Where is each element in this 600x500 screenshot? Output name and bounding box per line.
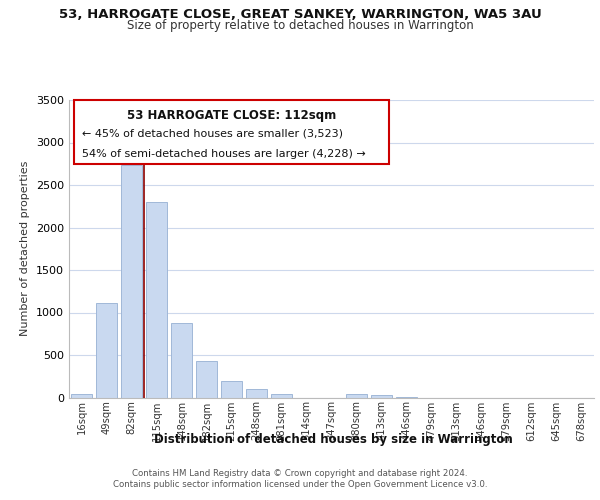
Text: ← 45% of detached houses are smaller (3,523): ← 45% of detached houses are smaller (3,… — [82, 128, 343, 138]
Bar — [246, 389, 267, 398]
Bar — [146, 202, 167, 398]
Text: 53, HARROGATE CLOSE, GREAT SANKEY, WARRINGTON, WA5 3AU: 53, HARROGATE CLOSE, GREAT SANKEY, WARRI… — [59, 8, 541, 20]
Bar — [171, 322, 192, 398]
Bar — [271, 394, 292, 398]
Text: Contains HM Land Registry data © Crown copyright and database right 2024.: Contains HM Land Registry data © Crown c… — [132, 469, 468, 478]
Bar — [396, 396, 417, 398]
Bar — [371, 395, 392, 398]
Text: 54% of semi-detached houses are larger (4,228) →: 54% of semi-detached houses are larger (… — [82, 149, 366, 159]
Bar — [121, 164, 142, 398]
Text: Distribution of detached houses by size in Warrington: Distribution of detached houses by size … — [154, 432, 512, 446]
Bar — [221, 382, 242, 398]
Y-axis label: Number of detached properties: Number of detached properties — [20, 161, 31, 336]
Bar — [71, 394, 92, 398]
FancyBboxPatch shape — [74, 100, 389, 164]
Bar — [196, 361, 217, 398]
Text: Size of property relative to detached houses in Warrington: Size of property relative to detached ho… — [127, 19, 473, 32]
Bar — [96, 303, 117, 398]
Text: 53 HARROGATE CLOSE: 112sqm: 53 HARROGATE CLOSE: 112sqm — [127, 109, 337, 122]
Text: Contains public sector information licensed under the Open Government Licence v3: Contains public sector information licen… — [113, 480, 487, 489]
Bar — [346, 394, 367, 398]
